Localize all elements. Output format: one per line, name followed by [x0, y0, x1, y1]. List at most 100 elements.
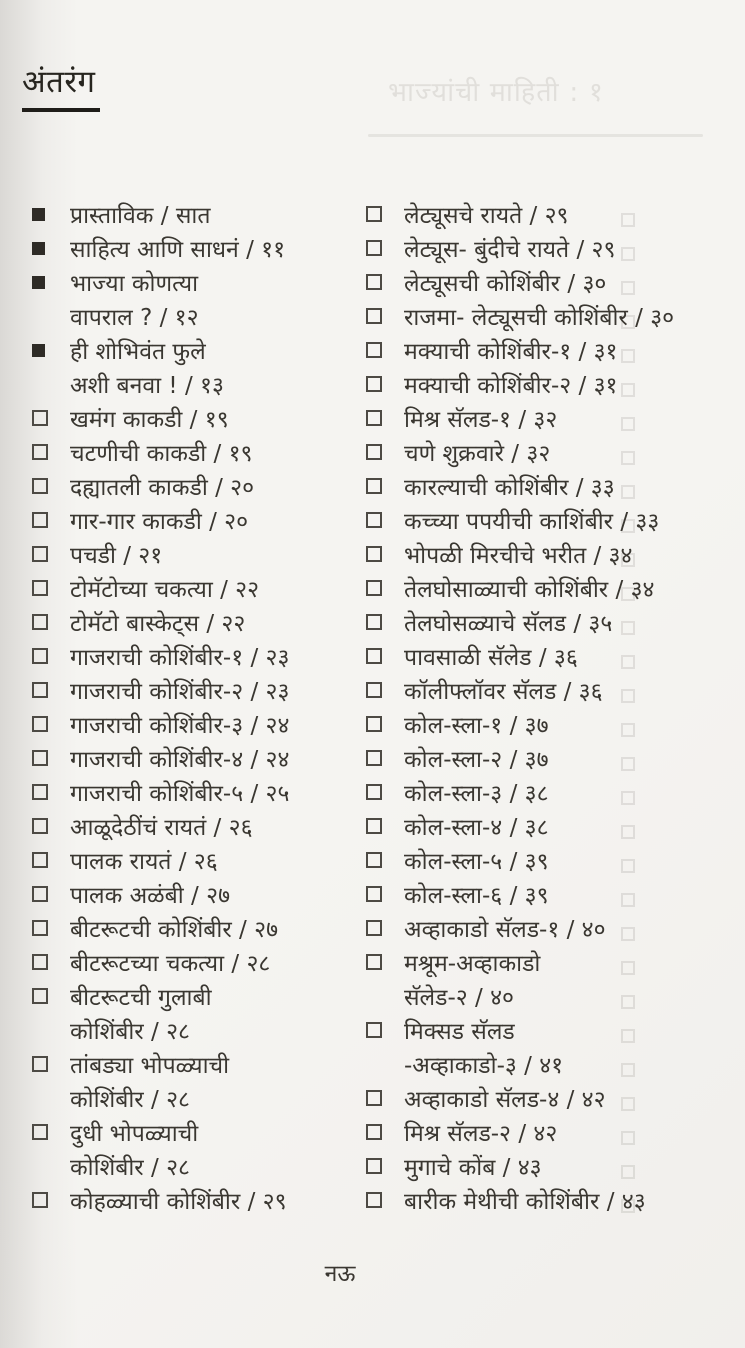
bleedthrough-square-icon — [621, 1087, 635, 1121]
bleedthrough-square-icon — [621, 713, 635, 747]
empty-square-bullet-icon — [32, 707, 70, 741]
empty-square-bullet-icon — [366, 911, 404, 945]
toc-entry: दुधी भोपळ्याची कोशिंबीर / २८ — [70, 1115, 362, 1183]
toc-entry-text: तांबड्या भोपळ्याची — [70, 1053, 230, 1079]
toc-entry: कोल-स्ला-२ / ३७ — [404, 741, 738, 775]
bleedthrough-square-icon — [621, 1053, 635, 1087]
toc-entry: मश्रूम-अव्हाकाडो सॅलेड-२ / ४० — [404, 945, 738, 1013]
empty-square-bullet-icon — [32, 1183, 70, 1217]
empty-square-bullet-icon — [366, 401, 404, 435]
toc-entry: मिक्सड सॅलड -अव्हाकाडो-३ / ४१ — [404, 1013, 738, 1081]
toc-item: भोपळी मिरचीचे भरीत / ३४ — [366, 537, 738, 571]
toc-entry: गाजराची कोशिंबीर-२ / २३ — [70, 673, 362, 707]
toc-item: लेट्यूस- बुंदीचे रायते / २९ — [366, 231, 738, 265]
toc-entry: तांबड्या भोपळ्याची कोशिंबीर / २८ — [70, 1047, 362, 1115]
toc-left-column: प्रास्ताविक / सात साहित्य आणि साधनं / ११ भ… — [32, 197, 362, 1217]
bleedthrough-square-icon — [621, 509, 635, 543]
toc-entry-text: पचडी / २१ — [70, 543, 163, 569]
empty-square-bullet-icon — [366, 197, 404, 231]
toc-entry-text: मिश्र सॅलड-२ / ४२ — [404, 1121, 558, 1147]
toc-item: कोल-स्ला-५ / ३९ — [366, 843, 738, 877]
bleedthrough-square-icon — [621, 339, 635, 373]
toc-entry-text: अशी बनवा ! / १३ — [70, 373, 224, 399]
toc-item: दह्यातली काकडी / २० — [32, 469, 362, 503]
toc-entry: कोल-स्ला-३ / ३८ — [404, 775, 738, 809]
filled-square-bullet-icon — [32, 265, 70, 299]
toc-entry: गाजराची कोशिंबीर-५ / २५ — [70, 775, 362, 809]
toc-item: बीटरूटची कोशिंबीर / २७ — [32, 911, 362, 945]
empty-square-bullet-icon — [366, 673, 404, 707]
toc-item: गाजराची कोशिंबीर-१ / २३ — [32, 639, 362, 673]
toc-entry: गाजराची कोशिंबीर-४ / २४ — [70, 741, 362, 775]
toc-entry: लेट्यूसचे रायते / २९ — [404, 197, 738, 231]
toc-entry: दह्यातली काकडी / २० — [70, 469, 362, 503]
toc-entry-text: कोल-स्ला-३ / ३८ — [404, 781, 549, 807]
toc-item: मक्याची कोशिंबीर-१ / ३१ — [366, 333, 738, 367]
empty-square-bullet-icon — [32, 979, 70, 1013]
toc-entry-text: अव्हाकाडो सॅलड-१ / ४० — [404, 917, 606, 943]
toc-entry: टोमॅटो बास्केट्स / २२ — [70, 605, 362, 639]
bleedthrough-square-icon — [621, 883, 635, 917]
toc-item: पावसाळी सॅलेड / ३६ — [366, 639, 738, 673]
toc-item: कोहळ्याची कोशिंबीर / २९ — [32, 1183, 362, 1217]
toc-entry-text: अव्हाकाडो सॅलड-४ / ४२ — [404, 1087, 606, 1113]
empty-square-bullet-icon — [32, 673, 70, 707]
toc-entry: कोल-स्ला-१ / ३७ — [404, 707, 738, 741]
toc-entry-text: मिक्सड सॅलड — [404, 1019, 515, 1045]
empty-square-bullet-icon — [366, 877, 404, 911]
toc-item: चटणीची काकडी / १९ — [32, 435, 362, 469]
toc-entry-text: वापराल ? / १२ — [70, 305, 199, 331]
toc-entry-text: कोशिंबीर / २८ — [70, 1155, 191, 1181]
filled-square-bullet-icon — [32, 333, 70, 367]
empty-square-bullet-icon — [366, 1149, 404, 1183]
empty-square-bullet-icon — [366, 231, 404, 265]
toc-entry-text: बीटरूटची गुलाबी — [70, 985, 212, 1011]
empty-square-bullet-icon — [366, 571, 404, 605]
empty-square-bullet-icon — [32, 537, 70, 571]
toc-entry: कच्च्या पपयीची काशिंबीर / ३३ — [404, 503, 738, 537]
toc-entry: ही शोभिवंत फुले अशी बनवा ! / १३ — [70, 333, 362, 401]
toc-entry-text: कोल-स्ला-२ / ३७ — [404, 747, 549, 773]
toc-entry: बीटरूटच्या चकत्या / २८ — [70, 945, 362, 979]
bleedthrough-square-icon — [621, 781, 635, 815]
toc-entry-text: पालक रायतं / २६ — [70, 849, 218, 875]
toc-entry: तेलघोसळ्याचे सॅलड / ३५ — [404, 605, 738, 639]
toc-entry-text: बीटरूटच्या चकत्या / २८ — [70, 951, 271, 977]
toc-entry: गाजराची कोशिंबीर-३ / २४ — [70, 707, 362, 741]
toc-entry-text: चणे शुक्रवारे / ३२ — [404, 441, 551, 467]
toc-entry-text: पालक अळंबी / २७ — [70, 883, 231, 909]
toc-item: गार-गार काकडी / २० — [32, 503, 362, 537]
bleedthrough-square-icon — [621, 611, 635, 645]
bleedthrough-rule — [368, 134, 703, 137]
bleedthrough-square-icon — [621, 1189, 635, 1223]
toc-item: कोल-स्ला-१ / ३७ — [366, 707, 738, 741]
empty-square-bullet-icon — [366, 639, 404, 673]
empty-square-bullet-icon — [32, 877, 70, 911]
toc-entry-text: प्रास्ताविक / सात — [70, 203, 211, 229]
bleedthrough-square-icon — [621, 305, 635, 339]
toc-entry: चटणीची काकडी / १९ — [70, 435, 362, 469]
toc-entry: टोमॅटोच्या चकत्या / २२ — [70, 571, 362, 605]
bleedthrough-square-icon — [621, 577, 635, 611]
toc-entry: अव्हाकाडो सॅलड-१ / ४० — [404, 911, 738, 945]
toc-entry-text: टोमॅटोच्या चकत्या / २२ — [70, 577, 260, 603]
toc-entry: कोहळ्याची कोशिंबीर / २९ — [70, 1183, 362, 1217]
bleedthrough-square-icon — [621, 849, 635, 883]
toc-item: तांबड्या भोपळ्याची कोशिंबीर / २८ — [32, 1047, 362, 1115]
toc-item: अव्हाकाडो सॅलड-४ / ४२ — [366, 1081, 738, 1115]
toc-entry-text: चटणीची काकडी / १९ — [70, 441, 253, 467]
empty-square-bullet-icon — [366, 333, 404, 367]
empty-square-bullet-icon — [366, 1081, 404, 1115]
empty-square-bullet-icon — [366, 843, 404, 877]
toc-item: मुगाचे कोंब / ४३ — [366, 1149, 738, 1183]
empty-square-bullet-icon — [32, 639, 70, 673]
toc-item: खमंग काकडी / १९ — [32, 401, 362, 435]
toc-entry: कोल-स्ला-५ / ३९ — [404, 843, 738, 877]
toc-item: लेट्यूसची कोशिंबीर / ३० — [366, 265, 738, 299]
toc-item: गाजराची कोशिंबीर-३ / २४ — [32, 707, 362, 741]
toc-item: आळूदेठींचं रायतं / २६ — [32, 809, 362, 843]
bleedthrough-square-icon — [621, 441, 635, 475]
toc-entry: कॉलीफ्लॉवर सॅलड / ३६ — [404, 673, 738, 707]
toc-item: मक्याची कोशिंबीर-२ / ३१ — [366, 367, 738, 401]
toc-entry-text: आळूदेठींचं रायतं / २६ — [70, 815, 253, 841]
